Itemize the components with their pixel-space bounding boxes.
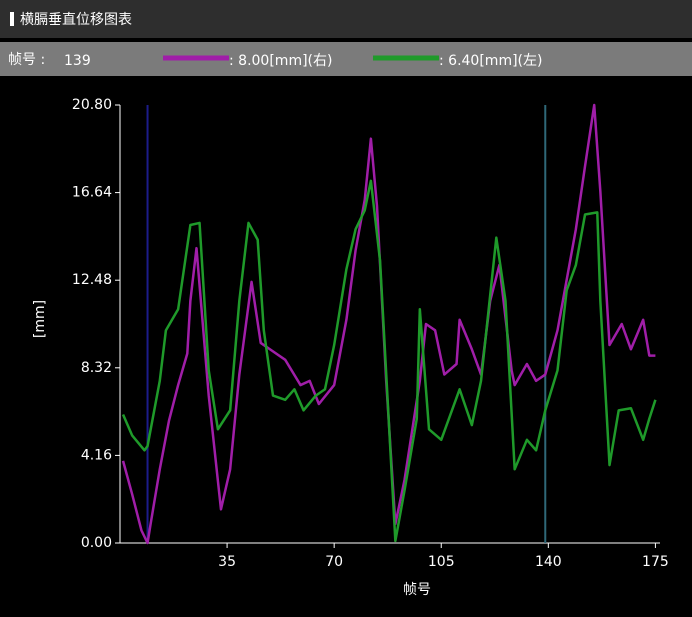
- title-bar: [0, 0, 692, 38]
- x-tick-label: 175: [642, 554, 669, 570]
- frame-value: 139: [64, 53, 91, 69]
- y-tick-label: 0.00: [81, 535, 112, 551]
- title: 横膈垂直位移图表: [20, 11, 132, 28]
- x-axis-label: 帧号: [403, 582, 431, 598]
- frame-label: 帧号 :: [8, 52, 45, 68]
- title-icon: [10, 12, 14, 26]
- x-tick-label: 35: [218, 554, 236, 570]
- y-tick-label: 16.64: [72, 185, 112, 201]
- series-line: [121, 179, 657, 543]
- y-axis-label: [mm]: [32, 300, 48, 338]
- legend-label: : 8.00[mm](右): [229, 53, 332, 69]
- x-tick-label: 70: [325, 554, 343, 570]
- x-tick-label: 140: [535, 554, 562, 570]
- y-tick-label: 12.48: [72, 272, 112, 288]
- legend-label: : 6.40[mm](左): [439, 53, 542, 69]
- y-tick-label: 20.80: [72, 97, 112, 113]
- y-tick-label: 4.16: [81, 447, 112, 463]
- x-tick-label: 105: [428, 554, 455, 570]
- info-bar: [0, 42, 692, 76]
- y-tick-label: 8.32: [81, 360, 112, 376]
